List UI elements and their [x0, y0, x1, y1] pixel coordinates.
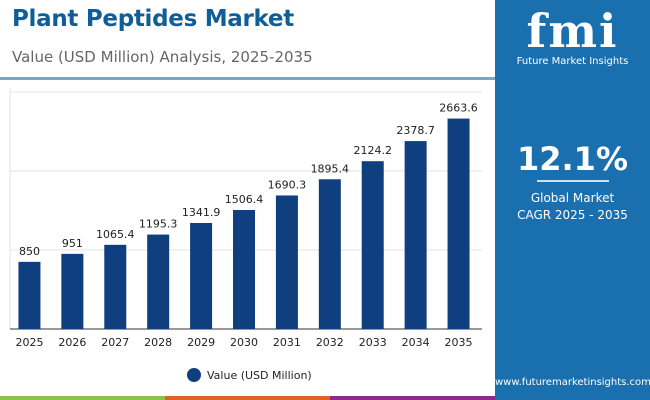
bar: [61, 253, 84, 329]
data-label: 951: [62, 237, 83, 250]
data-label: 1895.4: [311, 162, 350, 175]
cagr-label-line2: CAGR 2025 - 2035: [517, 208, 628, 222]
stripe-orange: [165, 396, 330, 400]
bar: [318, 179, 341, 329]
bar: [404, 141, 427, 329]
cagr-divider: [537, 180, 609, 182]
website-url[interactable]: www.futuremarketinsights.com: [495, 377, 650, 388]
stripe-purple: [330, 396, 495, 400]
x-tick-label: 2027: [101, 336, 129, 349]
cagr-value: 12.1%: [516, 140, 628, 178]
data-label: 2124.2: [353, 144, 392, 157]
x-tick-label: 2025: [15, 336, 43, 349]
logo-mark: fmi: [526, 4, 619, 58]
stripe-green: [0, 396, 165, 400]
x-tick-label: 2035: [445, 336, 473, 349]
bar: [233, 209, 255, 329]
chart-title: Plant Peptides Market: [12, 6, 294, 32]
data-label: 1341.9: [182, 206, 221, 219]
x-tick-label: 2031: [273, 336, 301, 349]
fmi-logo: fmi Future Market Insights: [495, 6, 650, 67]
data-label: 1065.4: [96, 228, 135, 241]
cagr-label: Global Market CAGR 2025 - 2035: [495, 190, 650, 224]
bar: [190, 222, 213, 329]
data-label: 1195.3: [139, 218, 178, 231]
x-tick-label: 2029: [187, 336, 215, 349]
chart-subtitle: Value (USD Million) Analysis, 2025-2035: [12, 48, 313, 66]
bar: [361, 161, 384, 329]
bar: [275, 195, 298, 329]
data-label: 1506.4: [225, 193, 264, 206]
legend-label: Value (USD Million): [207, 368, 312, 382]
x-tick-label: 2032: [316, 336, 344, 349]
logo-name: Future Market Insights: [516, 56, 629, 67]
bar: [147, 234, 170, 329]
header-divider: [0, 77, 495, 80]
bar: [447, 118, 470, 330]
x-tick-label: 2028: [144, 336, 172, 349]
side-panel: fmi Future Market Insights 12.1% Global …: [495, 0, 650, 400]
x-tick-label: 2033: [359, 336, 387, 349]
x-tick-label: 2026: [58, 336, 86, 349]
bar-chart: 850 2025 951 2026 1065.4 2027 1195.3 2028 1341.9…: [9, 88, 482, 349]
data-label: 2378.7: [396, 124, 435, 137]
bar: [18, 261, 41, 329]
data-label: 2663.6: [439, 102, 478, 115]
legend: Value (USD Million): [187, 368, 312, 382]
x-tick-label: 2034: [402, 336, 430, 349]
x-tick-label: 2030: [230, 336, 258, 349]
cagr-label-line1: Global Market: [530, 191, 615, 205]
legend-marker: [187, 368, 201, 382]
data-label: 1690.3: [268, 178, 307, 191]
bar: [104, 244, 127, 329]
data-label: 850: [19, 245, 40, 258]
